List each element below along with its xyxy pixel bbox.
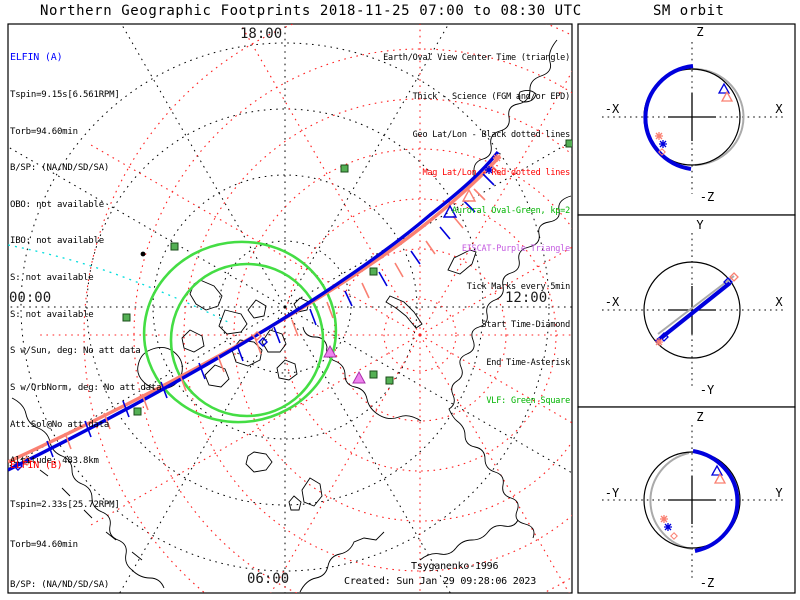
yz-axis-label-left: -Y (604, 486, 620, 500)
auroral-oval (142, 240, 338, 424)
elfin-a-line: S w/Sun, deg: No att data (10, 346, 141, 357)
elfin-a-footprint-track (8, 150, 500, 472)
yz-axis-label-top: Z (696, 410, 704, 424)
map-panel-border (7, 23, 573, 594)
elfin-b-footprint-track (8, 154, 502, 464)
clock-label-00: 00:00 (9, 290, 52, 306)
elfin-b-line: Torb=94.60min (10, 540, 78, 551)
legend-line: Mag Lat/Lon - Red dotted lines (422, 167, 570, 178)
legend-line: Tick Marks every 5min (466, 282, 570, 293)
elfin-a-line: B/SP: (NA/ND/SD/SA) (10, 163, 110, 174)
mag-graticule (40, 24, 572, 593)
elfin-a-line: IBO: not available (10, 236, 104, 247)
eiscat-triangles (323, 344, 366, 384)
legend-line: EISCAT-Purple Triangle (461, 243, 570, 254)
panel-xy (602, 233, 784, 389)
sm-orbit-title: SM orbit (653, 3, 725, 19)
legend-line: Start Time-Diamond (481, 320, 570, 331)
yz-axis-label-right: Y (775, 486, 783, 500)
legend-line: Auroral Oval-Green, kp=2 (451, 205, 570, 216)
yz-axis-label-bottom: -Z (699, 576, 715, 590)
panel-xz (602, 42, 784, 194)
clock-label-12: 12:00 (505, 290, 548, 306)
page-title: Northern Geographic Footprints 2018-11-2… (40, 3, 582, 19)
legend-line: Thick - Science (FGM and/or EPD) (412, 91, 571, 102)
elfin-a-line: S: not available (10, 273, 94, 284)
track-ticks-b (64, 163, 502, 450)
created-timestamp: Created: Sun Jan 29 09:28:06 2023 (344, 576, 537, 587)
xz-axis-label-bottom: -Z (699, 190, 715, 204)
elfin-a-line: Att.Sol@No att data (10, 419, 110, 430)
elfin-b-line: B/SP: (NA/ND/SD/SA) (10, 580, 110, 591)
elfin-a-info-block: ELFIN (A) Tspin=9.15s[6.561RPM] Torb=94.… (10, 28, 162, 480)
xy-axis-label-bottom: -Y (699, 383, 715, 397)
xz-axis-label-left: -X (604, 102, 620, 116)
xz-axis-label-right: X (775, 102, 783, 116)
xy-axis-label-left: -X (604, 295, 620, 309)
xy-axis-label-right: X (775, 295, 783, 309)
clock-label-06: 06:00 (247, 571, 290, 587)
elfin-a-line: S: not available (10, 309, 94, 320)
panel-yz (602, 425, 784, 578)
panel-xz-border (577, 23, 796, 216)
coastlines (11, 39, 572, 593)
geo-graticule (8, 24, 572, 593)
sm-orbit-panels (577, 23, 796, 594)
elfin-a-title: ELFIN (A) (10, 52, 63, 64)
legend-line: Earth/Oval View Center Time (triangle) (383, 53, 570, 64)
elfin-a-line: S w/OrbNorm, deg: No att data (10, 382, 162, 393)
station-dot (140, 251, 146, 257)
clock-label-18: 18:00 (240, 26, 283, 42)
legend-line: Geo Lat/Lon - Black dotted lines (412, 129, 571, 140)
elfin-a-line: Tspin=9.15s[6.561RPM] (10, 90, 120, 101)
model-credit: Tsyganenko-1996 (411, 561, 499, 572)
map-legend: Earth/Oval View Center Time (triangle) T… (270, 27, 570, 421)
xz-axis-label-top: Z (696, 25, 704, 39)
legend-line: VLF: Green Square (486, 396, 570, 407)
elfin-b-title: ELFIN (B) (10, 459, 63, 471)
track-ticks-a (46, 173, 495, 458)
vlf-squares (122, 139, 572, 416)
elfin-b-info-block: ELFIN (B) Tspin=2.33s[25.72RPM] Torb=94.… (10, 432, 161, 600)
xy-axis-label-top: Y (696, 218, 704, 232)
legend-line: End Time-Asterisk (486, 358, 570, 369)
elfin-a-line: Altitude: 483.8km (10, 456, 99, 467)
elfin-a-line: Torb=94.60min (10, 126, 78, 137)
elfin-a-line: OBO: not available (10, 199, 104, 210)
elfin-b-line: Tspin=2.33s[25.72RPM] (10, 500, 120, 511)
